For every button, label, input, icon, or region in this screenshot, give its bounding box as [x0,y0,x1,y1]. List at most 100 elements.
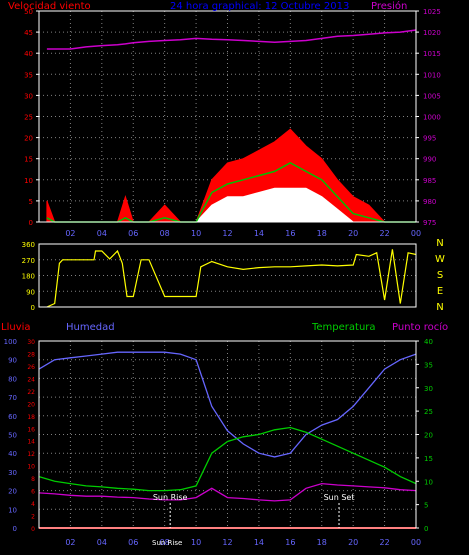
x-tick-label: 00 [411,229,421,238]
rain-tick-label: 22 [27,389,35,396]
left-tick-label: 5 [29,198,33,206]
humidity-tick-label: 30 [8,469,17,477]
left-tick-label: 0 [29,219,33,227]
x-tick-label: 16 [285,229,295,238]
rain-tick-label: 20 [27,401,35,408]
chart-title: 24 hora graphical: 12 Octubre 2013 [170,1,349,12]
rain-tick-label: 28 [27,351,35,358]
x-tick-label: 14 [254,538,264,547]
wind-pressure-chart: 0510152025303540455097598098599099510001… [8,0,441,238]
direction-tick-label: 180 [22,273,35,281]
x-tick-label: 08 [160,538,170,547]
compass-letter-n: N [436,238,443,249]
right-tick-label: 980 [423,198,436,206]
temperature-axis-label: Temperatura [311,322,376,333]
right-tick-label: 1005 [423,92,441,100]
humidity-tick-label: 90 [8,357,17,365]
right-tick-label: 985 [423,177,436,185]
humidity-tick-label: 40 [8,450,17,458]
x-tick-label: 18 [317,538,327,547]
left-tick-label: 30 [24,92,33,100]
temp-tick-label: 35 [424,361,433,369]
temperature-humidity-chart: 0102030405060708090100024681012141618202… [1,321,448,547]
x-tick-label: 20 [348,229,358,238]
temp-tick-label: 10 [424,478,433,486]
direction-tick-label: 360 [22,241,35,249]
temp-tick-label: 20 [424,432,433,440]
rain-tick-label: 2 [31,514,35,521]
right-tick-label: 1015 [423,50,441,58]
temp-tick-label: 0 [424,525,428,533]
right-tick-label: 990 [423,156,436,164]
x-tick-label: 08 [160,229,170,238]
rain-tick-label: 0 [31,526,35,533]
humidity-axis-label: Humedad [66,322,115,333]
x-tick-label: 18 [317,229,327,238]
left-tick-label: 35 [24,71,33,79]
right-tick-label: 975 [423,219,436,227]
left-tick-label: 50 [24,8,33,16]
left-tick-label: 40 [24,50,33,58]
direction-tick-label: 0 [31,304,35,312]
sun-annotation-sun-rise: Sun Rise [153,493,188,502]
humidity-tick-label: 80 [8,375,17,383]
x-tick-label: 22 [379,229,389,238]
humidity-tick-label: 20 [8,488,17,496]
dew-point-axis-label: Punto rocío [392,321,448,333]
humidity-tick-label: 60 [8,413,17,421]
compass-letter-n: N [436,302,443,313]
humidity-tick-label: 100 [4,338,17,346]
wind-direction-line [46,249,417,308]
x-tick-label: 10 [191,229,201,238]
left-axis-label: Velocidad viento [8,1,91,12]
rain-tick-label: 24 [27,376,35,383]
humidity-tick-label: 50 [8,432,17,440]
temp-tick-label: 30 [424,385,433,393]
dew-point-line [38,482,417,502]
x-tick-label: 14 [254,229,264,238]
left-tick-label: 25 [24,114,33,122]
x-tick-label: 06 [128,538,138,547]
left-tick-label: 45 [24,29,33,37]
left-tick-label: 20 [24,135,33,143]
compass-letter-s: S [437,270,443,281]
rain-tick-label: 14 [27,439,35,446]
right-tick-label: 1000 [423,114,441,122]
x-tick-label: 20 [348,538,358,547]
rain-tick-label: 8 [31,476,35,483]
rain-tick-label: 30 [27,339,35,346]
right-tick-label: 1020 [423,29,441,37]
humidity-tick-label: 70 [8,394,17,402]
x-tick-label: 10 [191,538,201,547]
rain-tick-label: 18 [27,414,35,421]
x-tick-label: 02 [65,229,75,238]
x-tick-label: 12 [222,229,232,238]
rain-tick-label: 16 [27,426,35,433]
chart-frame [38,243,417,308]
x-tick-label: 04 [97,538,107,547]
right-tick-label: 1010 [423,71,441,79]
right-tick-label: 995 [423,135,436,143]
compass-letter-w: W [435,254,445,265]
rain-tick-label: 26 [27,364,35,371]
x-tick-label: 16 [285,538,295,547]
temp-tick-label: 15 [424,455,433,463]
left-tick-label: 15 [24,156,33,164]
rain-tick-label: 10 [27,464,35,471]
sun-annotation-sun-set: Sun Set [324,493,355,502]
rain-tick-label: 6 [31,489,35,496]
x-tick-label: 02 [65,538,75,547]
pressure-line [46,29,417,50]
rain-tick-label: 4 [31,501,35,508]
humidity-tick-label: 10 [8,506,17,514]
rain-tick-label: 12 [27,451,35,458]
direction-tick-label: 90 [26,288,35,296]
direction-tick-label: 270 [22,257,35,265]
rain-axis-label: Lluvia [1,322,31,333]
x-tick-label: 22 [379,538,389,547]
x-tick-label: 12 [222,538,232,547]
compass-letter-e: E [437,286,443,297]
